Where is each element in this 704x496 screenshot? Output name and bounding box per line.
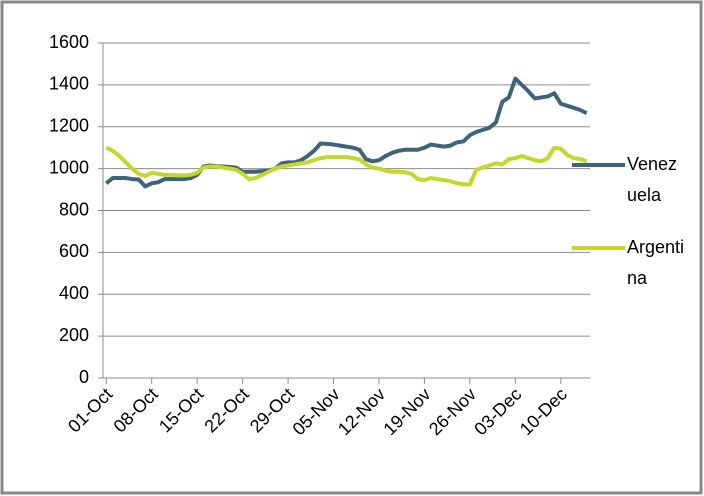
y-tick-label: 0 [79,367,89,387]
y-tick-label: 1400 [49,74,89,94]
y-tick-label: 200 [59,325,89,345]
x-tick-label: 19-Nov [379,384,434,439]
x-tick-label: 05-Nov [289,384,344,439]
y-tick-label: 600 [59,241,89,261]
x-tick-label: 03-Dec [470,384,525,439]
x-tick-label: 15-Oct [155,384,207,436]
y-tick-label: 400 [59,283,89,303]
x-tick-label: 26-Nov [425,384,480,439]
y-tick-label: 800 [59,199,89,219]
x-tick-label: 12-Nov [334,384,389,439]
x-tick-label: 10-Dec [516,384,571,439]
y-tick-label: 1600 [49,32,89,52]
x-tick-label: 22-Oct [200,384,252,436]
x-tick-label: 08-Oct [110,384,162,436]
legend-label: Argentina [627,237,685,288]
series-line [105,145,588,187]
y-tick-label: 1200 [49,116,89,136]
x-tick-label: 29-Oct [246,384,298,436]
x-tick-label: 01-Oct [64,384,116,436]
series-line [104,76,588,189]
y-tick-label: 1000 [49,157,89,177]
legend-label: Venezuela [627,154,678,205]
